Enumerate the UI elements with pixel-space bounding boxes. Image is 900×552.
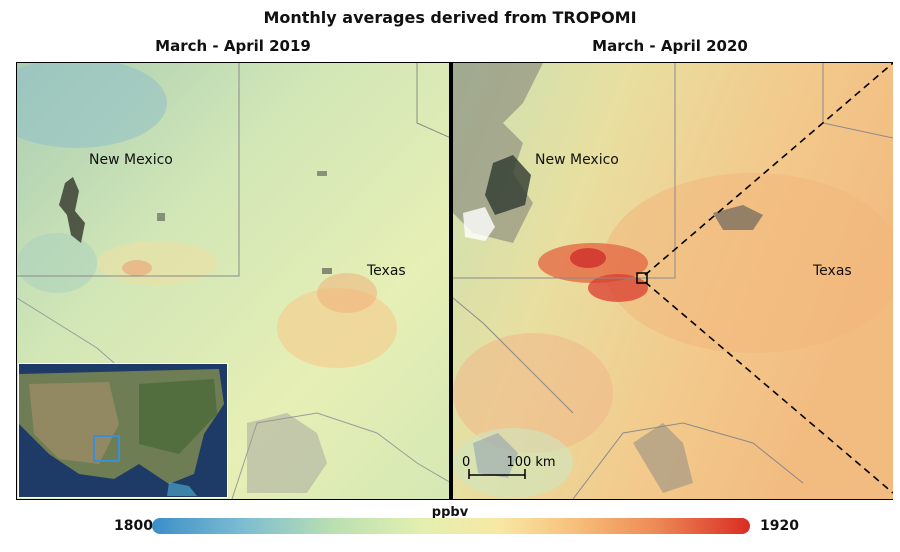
label-texas-2019: Texas (367, 263, 406, 279)
colorbar-max: 1920 (760, 518, 799, 534)
colorbar-min: 1800 (114, 518, 153, 534)
label-texas-2020: Texas (813, 263, 852, 279)
label-new-mexico-2019: New Mexico (89, 152, 173, 168)
colorbar (152, 518, 750, 534)
scale-start-label: 0 (462, 455, 471, 470)
colorbar-unit: ppbv (431, 505, 469, 520)
methane-map-2020 (453, 63, 893, 499)
label-new-mexico-2020: New Mexico (535, 152, 619, 168)
scale-end-label: 100 km (506, 455, 556, 470)
us-inset-map (18, 363, 228, 498)
figure-title: Monthly averages derived from TROPOMI (263, 8, 637, 27)
panel-title-2019: March - April 2019 (155, 37, 311, 55)
panel-title-2020: March - April 2020 (592, 37, 748, 55)
us-satellite-inset (19, 364, 227, 497)
map-panel-2020: New Mexico Texas (452, 62, 893, 500)
panel-divider (449, 62, 452, 499)
scale-bar-labels: 0 100 km (462, 455, 556, 470)
